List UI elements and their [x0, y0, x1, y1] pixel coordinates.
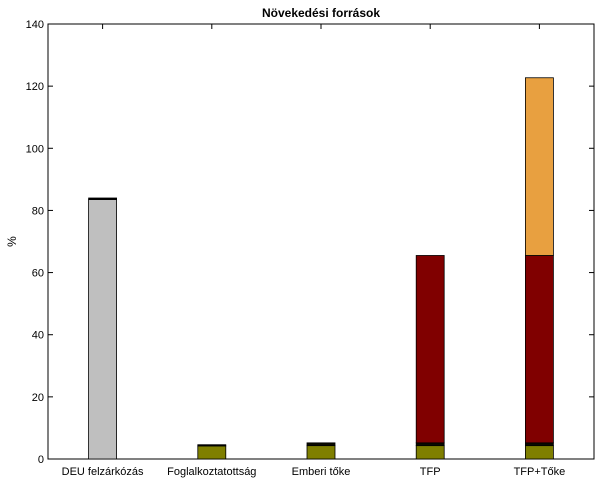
x-tick-label: TFP+Tőke — [514, 466, 566, 478]
bar-segment — [88, 197, 117, 200]
bar-segment — [525, 442, 554, 447]
y-axis-label: % — [5, 236, 19, 247]
y-tick-label: 80 — [32, 205, 44, 217]
bar-segment — [525, 77, 554, 256]
y-tick-label: 60 — [32, 268, 44, 280]
y-tick-label: 20 — [32, 392, 44, 404]
bar-segment — [197, 445, 227, 460]
bar-segment — [415, 445, 445, 460]
chart-title: Növekedési források — [262, 6, 380, 20]
y-tick-label: 40 — [32, 330, 44, 342]
bar-segment — [525, 445, 554, 460]
y-tick-label: 0 — [38, 454, 44, 466]
x-tick-label: Emberi tőke — [292, 466, 351, 478]
bar-segment — [306, 445, 336, 460]
bar-segment — [415, 255, 445, 444]
plot-area: 0 20 40 60 80 100 120 140 DEU felzárkózás Foglalk… — [26, 19, 595, 478]
bar-segment — [197, 444, 227, 447]
axes-box — [47, 23, 595, 460]
y-tick-label: 120 — [26, 81, 44, 93]
bar-segment — [306, 442, 336, 447]
x-tick-label: DEU felzárkózás — [62, 466, 144, 478]
x-tick-label: TFP — [420, 466, 441, 478]
bar-segment — [415, 442, 445, 447]
bar-segment — [525, 255, 554, 444]
y-tick-label: 140 — [26, 19, 44, 31]
x-tick-label: Foglalkoztatottság — [167, 466, 256, 478]
y-tick-label: 100 — [26, 143, 44, 155]
bar-segment — [88, 199, 117, 460]
